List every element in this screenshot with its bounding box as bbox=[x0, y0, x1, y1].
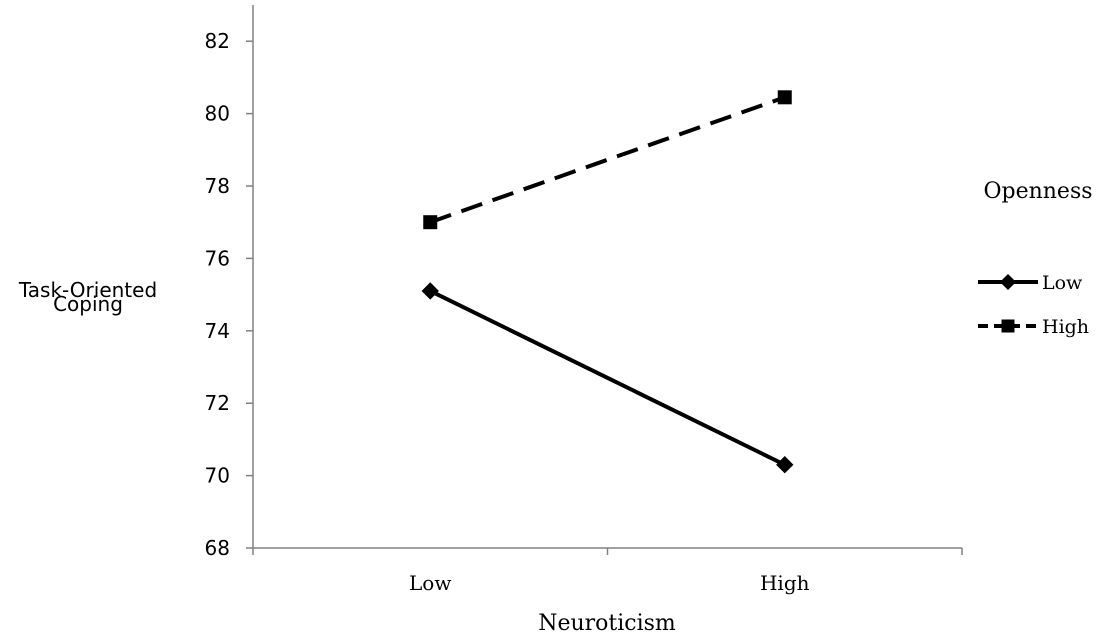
y-tick-label: 76 bbox=[205, 246, 230, 270]
legend-items: Low High bbox=[978, 272, 1089, 338]
legend-title: Openness bbox=[983, 179, 1092, 204]
x-category-label: High bbox=[760, 571, 810, 595]
y-axis-title-line-1: Task-Oriented bbox=[18, 278, 157, 302]
y-tick-label: 78 bbox=[205, 174, 230, 198]
legend-marker-high bbox=[1001, 319, 1015, 333]
x-axis-title: Neuroticism bbox=[538, 611, 676, 635]
data-point-high-high bbox=[777, 90, 792, 105]
y-tick-label: 82 bbox=[205, 29, 230, 53]
y-ticks: 68 70 72 74 76 78 80 82 bbox=[205, 29, 253, 560]
x-ticks: Low High bbox=[252, 548, 963, 595]
y-tick-label: 80 bbox=[205, 102, 230, 126]
legend-label-high: High bbox=[1042, 316, 1089, 338]
y-axis-title-line-2: Coping bbox=[53, 292, 123, 316]
series-layer bbox=[421, 90, 794, 474]
legend: Openness Low High bbox=[978, 179, 1093, 338]
y-tick-label: 70 bbox=[205, 464, 230, 488]
y-tick-label: 74 bbox=[205, 319, 230, 343]
y-tick-label: 72 bbox=[205, 391, 230, 415]
series-line-low bbox=[429, 289, 786, 467]
x-category-label: Low bbox=[409, 571, 451, 595]
data-point-low-high bbox=[776, 456, 794, 474]
legend-marker-low bbox=[999, 273, 1017, 291]
series-line-high bbox=[429, 95, 786, 225]
y-tick-label: 68 bbox=[205, 536, 230, 560]
data-point-low-low bbox=[421, 282, 439, 300]
legend-label-low: Low bbox=[1042, 272, 1083, 294]
data-point-high-low bbox=[423, 215, 438, 230]
